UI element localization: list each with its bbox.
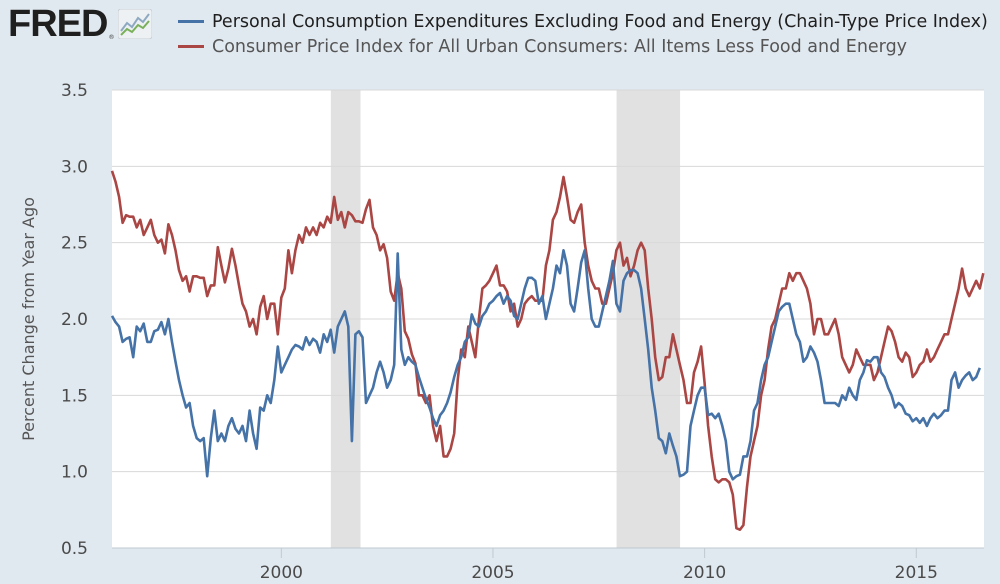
legend-label-pce: Personal Consumption Expenditures Exclud…	[212, 11, 988, 32]
x-tick-label: 2015	[895, 563, 938, 583]
legend-item-cpi[interactable]: Consumer Price Index for All Urban Consu…	[178, 34, 988, 59]
x-tick-label: 2005	[471, 563, 514, 583]
y-tick-label: 2.0	[61, 310, 88, 330]
y-tick-label: 0.5	[61, 539, 88, 559]
y-tick-label: 3.5	[61, 81, 88, 101]
registered-mark: ®	[108, 34, 115, 41]
series-lines	[110, 170, 985, 532]
y-tick-label: 1.5	[61, 386, 88, 406]
y-axis-label: Percent Change from Year Ago	[19, 197, 38, 441]
legend-label-cpi: Consumer Price Index for All Urban Consu…	[212, 36, 908, 57]
series-line-cpi	[110, 170, 985, 532]
legend-item-pce[interactable]: Personal Consumption Expenditures Exclud…	[178, 9, 988, 34]
legend-swatch-pce	[178, 20, 204, 23]
legend-swatch-cpi	[178, 45, 204, 48]
fred-logo[interactable]: FRED ®	[8, 3, 153, 45]
fred-logo-text: FRED	[8, 3, 108, 45]
series-line-pce	[110, 249, 982, 481]
x-tick-label: 2000	[260, 563, 303, 583]
line-chart-icon	[118, 9, 153, 39]
x-axis-ticks: 2000 2005 2010 2015	[260, 548, 938, 583]
x-tick-label: 2010	[683, 563, 726, 583]
chart-legend: Personal Consumption Expenditures Exclud…	[178, 9, 988, 59]
y-tick-label: 3.0	[61, 157, 88, 177]
y-axis-ticks: 0.5 1.0 1.5 2.0 2.5 3.0 3.5	[61, 81, 88, 559]
y-tick-label: 1.0	[61, 463, 88, 483]
y-tick-label: 2.5	[61, 234, 88, 254]
gridlines	[112, 89, 984, 549]
